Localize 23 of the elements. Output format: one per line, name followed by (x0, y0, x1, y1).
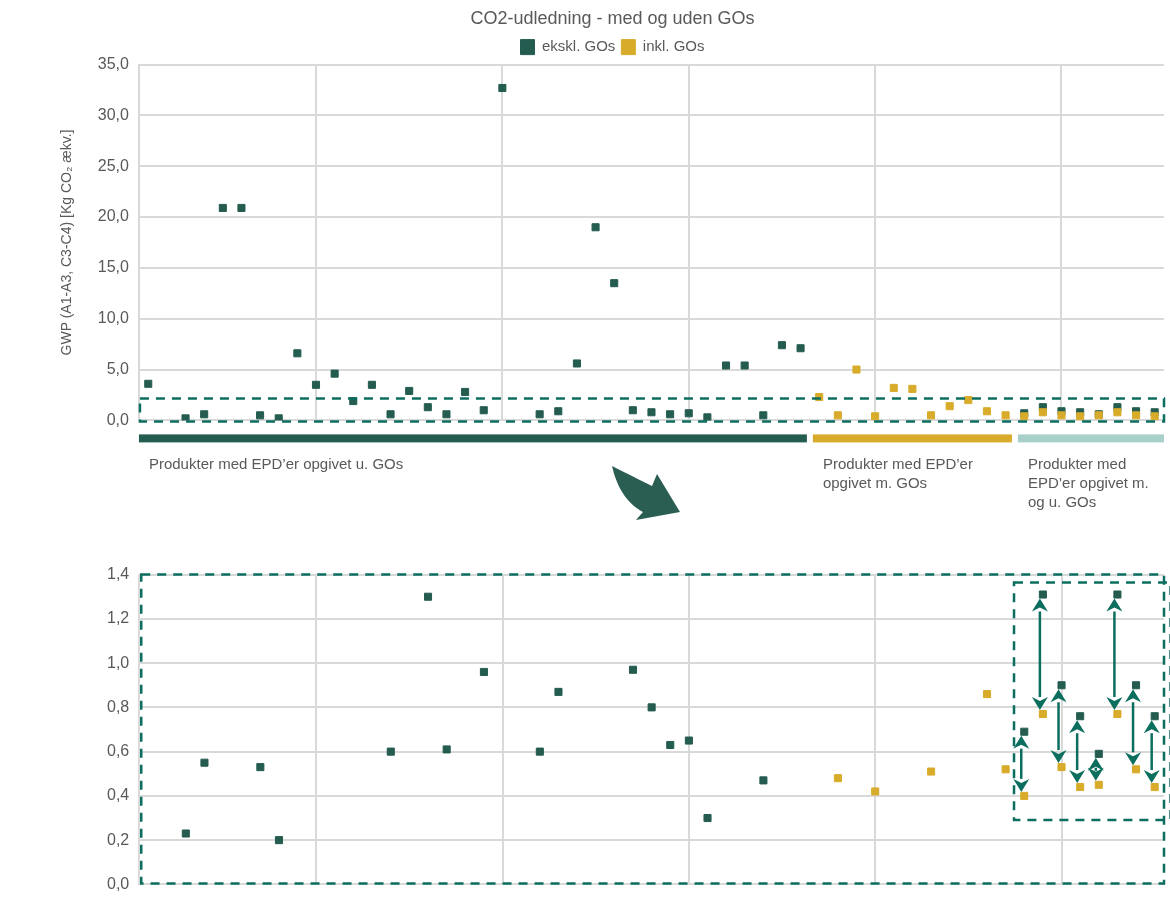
legend-label: ekskl. GOs (541, 37, 616, 55)
y-tick-label: 1,4 (106, 565, 130, 583)
y-tick-label: 5,0 (106, 359, 130, 377)
y-tick-label: 35,0 (97, 55, 130, 73)
y-tick-label: 0,6 (106, 742, 130, 760)
y-tick-label: 0,8 (106, 697, 130, 715)
chart-title: CO2-udledning - med og uden GOs (470, 7, 755, 28)
text: Produkter med EPD’er opgivet u. GOs (148, 454, 405, 474)
y-tick-label: 1,0 (106, 653, 130, 671)
y-tick-label: 15,0 (97, 258, 130, 276)
y-tick-label: 0,4 (106, 786, 130, 804)
y-tick-label: 20,0 (97, 207, 130, 225)
y-tick-label: 0,2 (106, 830, 130, 848)
y-axis-title: GWP (A1-A3, C3-C4) [Kg CO₂ ækv.] (58, 129, 75, 356)
text: Produkter med EPD’er opgivet m. GOs (822, 454, 974, 493)
text: Produkter med EPD’er opgivet m. og u. GOs (1027, 454, 1150, 512)
y-tick-label: 10,0 (97, 309, 130, 327)
y-tick-label: 25,0 (97, 156, 130, 174)
y-tick-label: 0,0 (106, 874, 130, 892)
y-tick-label: 0,0 (106, 410, 130, 428)
y-tick-label: 1,2 (106, 609, 130, 627)
y-tick-label: 30,0 (97, 105, 130, 123)
legend-label: inkl. GOs (642, 37, 705, 55)
